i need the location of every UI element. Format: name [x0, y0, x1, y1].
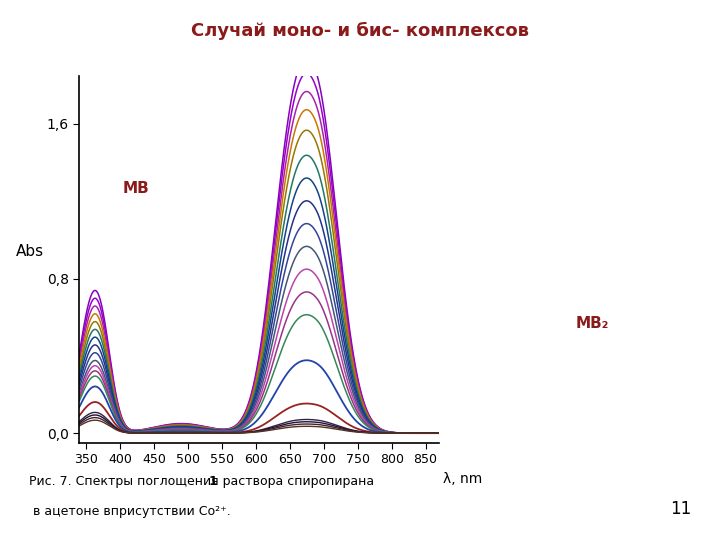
Text: MB₂: MB₂	[576, 316, 609, 332]
Text: 11: 11	[670, 501, 691, 518]
Text: λ, nm: λ, nm	[443, 472, 482, 486]
Text: Рис. 7. Спектры поглощения раствора спиропирана: Рис. 7. Спектры поглощения раствора спир…	[29, 475, 378, 488]
Y-axis label: Abs: Abs	[16, 244, 44, 259]
Text: Случай моно- и бис- комплексов: Случай моно- и бис- комплексов	[191, 22, 529, 40]
Text: 1: 1	[209, 475, 217, 488]
Text: в ацетоне вприсутствии Co²⁺.: в ацетоне вприсутствии Co²⁺.	[29, 505, 230, 518]
Text: MB: MB	[122, 181, 149, 196]
